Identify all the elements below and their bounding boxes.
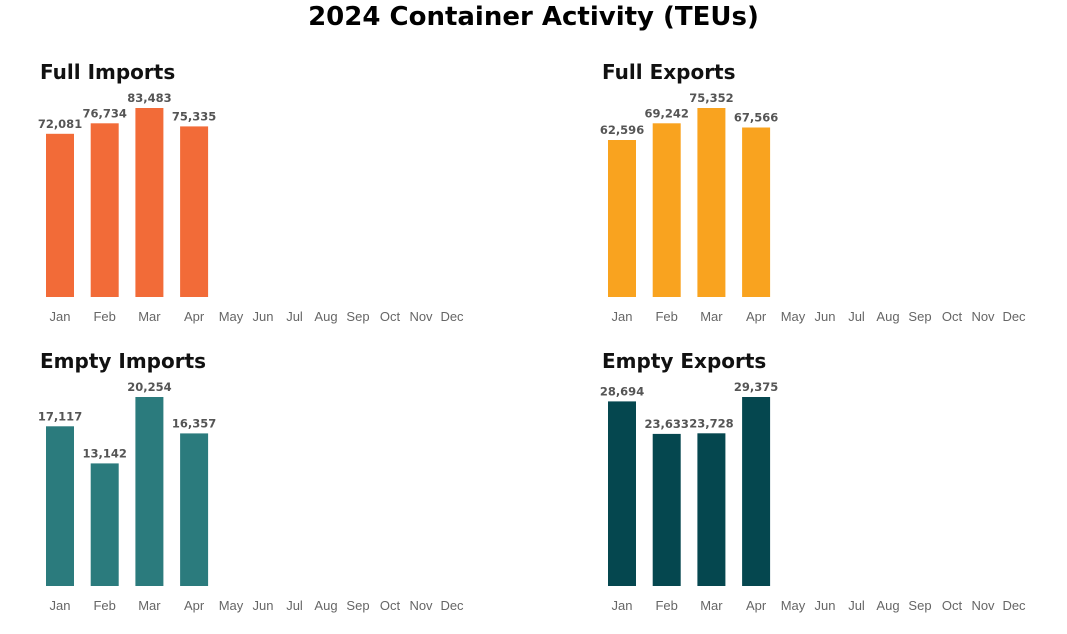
chart-title: Full Imports [40,60,176,84]
x-tick-label: Apr [746,598,767,613]
x-tick-label: Jan [612,309,633,324]
x-tick-label: Nov [409,309,433,324]
x-tick-label: Jun [253,598,274,613]
data-label: 16,357 [172,416,216,430]
x-tick-label: May [219,309,244,324]
x-tick-label: Oct [942,598,963,613]
data-label: 29,375 [734,380,778,394]
x-tick-label: Apr [184,598,205,613]
data-label: 75,335 [172,109,216,123]
bar-feb [652,123,681,297]
chart-full-imports: Full Imports 72,081 76,734 83,483 75,335 Jan… [38,60,510,345]
bar-jan [46,426,74,586]
data-label: 76,734 [83,106,127,120]
bar-jan [46,133,74,297]
bar-apr [742,397,771,586]
x-tick-label: Mar [138,598,161,613]
x-tick-label: Jun [815,598,836,613]
bar-feb [90,123,119,297]
x-tick-label: Apr [746,309,767,324]
bar-apr [742,127,771,297]
data-label: 23,728 [689,416,733,430]
chart-title: Empty Exports [602,349,767,373]
x-tick-label: Nov [409,598,433,613]
x-tick-label: Mar [700,598,723,613]
x-tick-label: May [781,309,806,324]
x-tick-label: Oct [380,598,401,613]
x-tick-label: Dec [440,598,464,613]
data-label: 13,142 [83,446,127,460]
x-tick-label: Feb [655,598,677,613]
bar-mar [697,433,726,586]
chart-title: Empty Imports [40,349,207,373]
x-tick-label: Dec [440,309,464,324]
x-tick-label: Jun [815,309,836,324]
page-title: 2024 Container Activity (TEUs) [308,2,759,32]
x-tick-label: Apr [184,309,205,324]
bar-mar [135,397,164,586]
data-label: 72,081 [38,117,82,131]
x-tick-label: Aug [876,598,899,613]
bar-mar [697,108,726,297]
chart-empty-imports: Empty Imports 17,117 13,142 20,254 16,357 Ja… [38,349,510,634]
data-label: 69,242 [645,106,689,120]
x-tick-label: Dec [1002,598,1026,613]
bar-feb [90,463,119,586]
x-tick-label: Feb [93,309,115,324]
x-tick-label: May [219,598,244,613]
bar-apr [180,126,209,298]
chart-empty-exports: Empty Exports 28,694 23,633 23,728 29,375 Ja… [600,349,1067,634]
x-tick-label: Sep [908,598,931,613]
x-tick-label: Dec [1002,309,1026,324]
x-tick-label: Nov [971,309,995,324]
x-tick-label: Mar [138,309,161,324]
x-tick-label: Oct [942,309,963,324]
x-tick-label: Jul [848,309,865,324]
x-tick-label: Jul [286,598,303,613]
data-label: 20,254 [127,380,171,394]
data-label: 67,566 [734,111,778,125]
data-label: 62,596 [600,123,644,137]
x-tick-label: Mar [700,309,723,324]
data-label: 23,633 [645,417,689,431]
bar-feb [652,433,681,586]
data-label: 75,352 [689,91,733,105]
x-tick-label: Sep [908,309,931,324]
bar-apr [180,433,209,586]
x-tick-label: Aug [314,598,337,613]
x-tick-label: Feb [93,598,115,613]
x-tick-label: Feb [655,309,677,324]
x-tick-label: Sep [346,309,369,324]
x-tick-label: Jul [848,598,865,613]
x-tick-label: Jan [50,598,71,613]
x-tick-label: Jun [253,309,274,324]
x-tick-label: May [781,598,806,613]
x-tick-label: Jan [612,598,633,613]
chart-full-exports: Full Exports 62,596 69,242 75,352 67,566 Jan… [600,60,1067,345]
chart-empty-imports-plot: 17,117 13,142 20,254 16,357 Jan Feb Mar Apr May J… [38,380,464,613]
x-tick-label: Jan [50,309,71,324]
bar-jan [608,401,636,586]
x-tick-label: Jul [286,309,303,324]
chart-empty-exports-plot: 28,694 23,633 23,728 29,375 Jan Feb Mar Apr May J… [600,380,1026,613]
data-label: 83,483 [127,91,171,105]
chart-title: Full Exports [602,60,736,84]
x-tick-label: Sep [346,598,369,613]
bar-mar [135,108,164,297]
data-label: 17,117 [38,409,82,423]
x-tick-label: Aug [314,309,337,324]
x-tick-label: Oct [380,309,401,324]
x-tick-label: Nov [971,598,995,613]
data-label: 28,694 [600,384,644,398]
bar-jan [608,140,636,297]
x-tick-label: Aug [876,309,899,324]
